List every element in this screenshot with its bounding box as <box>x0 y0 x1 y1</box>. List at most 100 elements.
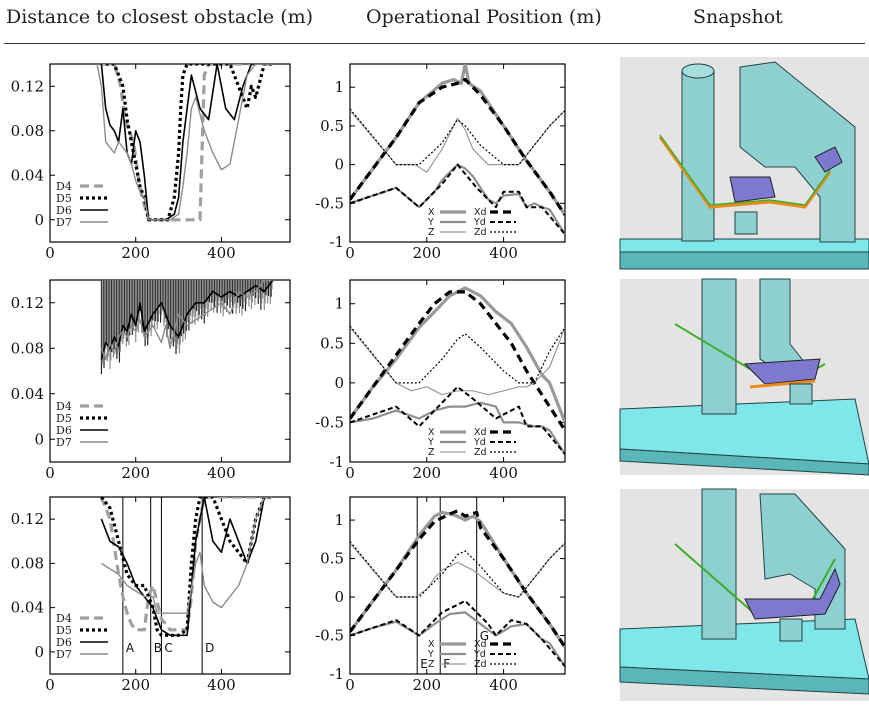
plot-area <box>350 286 565 455</box>
y-tick-label: 0 <box>34 430 44 448</box>
plot-area <box>99 497 273 674</box>
plot-frame <box>49 496 291 675</box>
legend-label: Y <box>427 437 434 448</box>
y-tick-label: -0.5 <box>315 194 344 212</box>
legend-label: D5 <box>56 192 72 205</box>
x-tick-label: 200 <box>121 244 150 262</box>
y-tick-label: 0 <box>334 374 344 392</box>
y-tick-label: 0.04 <box>11 166 44 184</box>
x-tick-label: 0 <box>345 244 355 262</box>
x-tick-label: 200 <box>412 676 441 694</box>
marker-label: C <box>164 641 172 655</box>
series-D7 <box>100 280 273 361</box>
legend-label: D7 <box>56 648 72 661</box>
legend-label: Y <box>427 217 434 228</box>
x-tick-label: 200 <box>121 676 150 694</box>
marker-label: G <box>480 629 489 643</box>
x-tick-label: 200 <box>412 244 441 262</box>
pillar-top <box>681 63 715 79</box>
series-Yd <box>350 599 565 667</box>
y-tick-label: 1 <box>334 295 344 313</box>
header-snapshot: Snapshot <box>693 6 783 28</box>
y-tick-label: 0.12 <box>11 294 44 312</box>
floor-edge <box>619 251 869 270</box>
snapshot-row1-image <box>619 57 869 270</box>
robot-body <box>729 176 776 203</box>
series-D4 <box>99 497 273 632</box>
robot-path <box>658 136 832 209</box>
robot-path <box>749 379 816 389</box>
y-tick-label: 0.12 <box>11 510 44 528</box>
x-tick-label: 400 <box>207 464 236 482</box>
marker-label: D <box>205 641 214 655</box>
robot-base <box>779 618 803 642</box>
legend-label: D5 <box>56 624 72 637</box>
header-rule <box>4 43 865 44</box>
header-distance: Distance to closest obstacle (m) <box>6 6 314 28</box>
series-Zd <box>350 541 565 598</box>
series-D7 <box>101 497 273 614</box>
legend-label: Zd <box>474 659 487 670</box>
pillar-obstacle <box>701 488 737 640</box>
legend-label: Zd <box>474 447 487 458</box>
y-tick-label: 0.04 <box>11 385 44 403</box>
y-tick-label: 0.5 <box>320 334 344 352</box>
legend-label: Z <box>428 447 435 458</box>
snapshot-row3-image <box>619 488 869 701</box>
x-tick-label: 400 <box>489 244 518 262</box>
legend-label: X <box>428 207 435 218</box>
series-Xd <box>350 77 565 216</box>
series-D7 <box>96 64 273 221</box>
floor-edge <box>619 448 869 476</box>
plot-area <box>100 280 274 375</box>
plot-area <box>350 64 565 235</box>
robot-body <box>744 567 841 620</box>
x-tick-label: 400 <box>489 464 518 482</box>
legend-label: D7 <box>56 436 72 449</box>
y-tick-label: 0.5 <box>320 117 344 135</box>
series-D6 <box>100 64 273 221</box>
legend-label: X <box>428 639 435 650</box>
floor-plate <box>619 238 869 253</box>
series-Xd <box>350 290 565 432</box>
series-D5 <box>105 64 273 222</box>
floor-plate <box>619 618 869 680</box>
legend-label: Z <box>428 659 435 670</box>
y-tick-label: 1 <box>334 78 344 96</box>
y-tick-label: 0.04 <box>11 599 44 617</box>
x-tick-label: 0 <box>45 244 55 262</box>
y-tick-label: 0.08 <box>11 122 44 140</box>
marker-label: E <box>420 657 428 671</box>
legend-label: D4 <box>56 612 72 625</box>
legend-label: Z <box>428 227 435 238</box>
header-position: Operational Position (m) <box>366 6 602 28</box>
y-tick-label: -1 <box>329 233 344 251</box>
series-Xd <box>350 509 565 648</box>
pillar-obstacle <box>701 278 737 415</box>
robot-end <box>814 146 843 173</box>
pillar-obstacle <box>681 70 715 242</box>
legend-label: D6 <box>56 204 72 217</box>
legend-label: D5 <box>56 412 72 425</box>
series-Yd <box>350 163 565 235</box>
y-tick-label: -1 <box>329 665 344 683</box>
x-tick-label: 200 <box>121 464 150 482</box>
y-tick-label: 0.12 <box>11 77 44 95</box>
x-tick-label: 0 <box>345 464 355 482</box>
y-tick-label: 0.08 <box>11 554 44 572</box>
arch-obstacle <box>739 61 856 243</box>
legend-label: X <box>428 427 435 438</box>
series-Z <box>350 327 565 396</box>
y-tick-label: -0.5 <box>315 413 344 431</box>
y-tick-label: -1 <box>329 453 344 471</box>
legend-label: D6 <box>56 636 72 649</box>
legend-label: D4 <box>56 180 72 193</box>
legend-label: Y <box>427 649 434 660</box>
marker-label: A <box>126 641 135 655</box>
